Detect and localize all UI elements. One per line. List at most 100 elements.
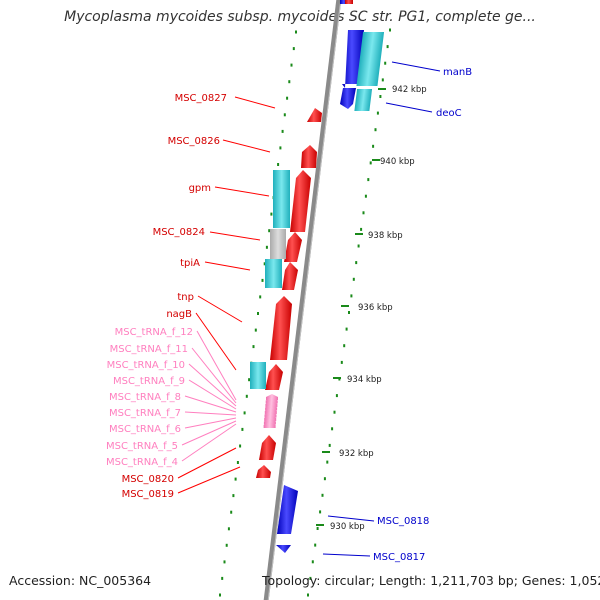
ring-tick-mark bbox=[295, 30, 297, 34]
ring-tick-mark bbox=[283, 113, 286, 117]
cds-track-tpiA bbox=[265, 259, 282, 288]
cds-track-manB bbox=[356, 32, 385, 86]
label-MSC_0817: MSC_0817 bbox=[373, 552, 425, 563]
trna-feature bbox=[263, 418, 276, 425]
ring-tick-mark bbox=[319, 510, 322, 514]
ring-tick-mark bbox=[340, 360, 343, 364]
label-MSC_0820: MSC_0820 bbox=[122, 474, 174, 485]
gene-MSC_0826-red bbox=[301, 145, 317, 168]
ring-tick-mark bbox=[248, 378, 251, 382]
ring-tick-mark bbox=[236, 461, 239, 464]
label-MSC_tRNA_f_12: MSC_tRNA_f_12 bbox=[115, 327, 193, 338]
ring-tick-mark bbox=[261, 278, 264, 282]
ring-tick-mark bbox=[219, 593, 221, 597]
ring-tick-mark bbox=[286, 96, 289, 100]
ring-tick-mark bbox=[331, 427, 334, 431]
ring-tick-mark bbox=[263, 262, 266, 266]
label-gpm: gpm bbox=[189, 183, 211, 194]
label-MSC_tRNA_f_8: MSC_tRNA_f_8 bbox=[109, 392, 181, 403]
ring-tick-mark bbox=[350, 294, 353, 298]
ring-tick-mark bbox=[288, 80, 291, 84]
ring-tick-mark bbox=[221, 576, 224, 580]
ring-tick-mark bbox=[360, 227, 363, 231]
trna-feature bbox=[266, 394, 278, 400]
ring-tick-mark bbox=[230, 510, 233, 514]
ring-tick-mark bbox=[290, 63, 293, 67]
ring-tick-mark bbox=[355, 261, 358, 265]
gene-MSC_0820-red bbox=[259, 435, 276, 460]
right-label-connectors bbox=[322, 61, 441, 557]
label-MSC_tRNA_f_11: MSC_tRNA_f_11 bbox=[110, 344, 188, 355]
ring-tick-mark bbox=[265, 245, 268, 249]
ring-tick-mark bbox=[335, 394, 338, 398]
ring-tick-mark bbox=[311, 560, 314, 564]
label-MSC_tRNA_f_6: MSC_tRNA_f_6 bbox=[109, 424, 181, 435]
ring-tick-mark bbox=[348, 311, 350, 314]
ring-tick-mark bbox=[316, 527, 319, 530]
ring-tick-mark bbox=[234, 477, 237, 481]
left-label-connectors bbox=[177, 96, 276, 494]
ring-tick-mark bbox=[352, 277, 355, 281]
ring-tick-mark bbox=[381, 78, 384, 82]
ring-tick-mark bbox=[257, 312, 259, 315]
ring-tick-mark bbox=[376, 111, 379, 115]
ring-tick-mark bbox=[321, 493, 324, 497]
gene-tpiA-red bbox=[282, 262, 298, 290]
ring-tick-mark bbox=[225, 543, 228, 547]
ring-tick-mark bbox=[389, 28, 391, 32]
label-MSC_0826: MSC_0826 bbox=[168, 136, 220, 147]
gene-feature-top-blue bbox=[340, 0, 348, 4]
label-nagB: nagB bbox=[166, 309, 192, 320]
ring-tick-mark bbox=[362, 211, 365, 215]
gene-feature-top-red bbox=[345, 0, 353, 4]
ring-tick-mark bbox=[268, 229, 271, 233]
tick-936: 936 kbp bbox=[358, 303, 393, 313]
gene-MSC_0819-red bbox=[256, 465, 271, 478]
label-MSC_0824: MSC_0824 bbox=[153, 227, 205, 238]
cds-track-MSC_0824 bbox=[270, 229, 286, 259]
ring-tick-mark bbox=[369, 161, 372, 165]
gene-MSC_0824-red bbox=[284, 232, 302, 262]
gene-gpm-red bbox=[290, 170, 311, 232]
label-MSC_0818: MSC_0818 bbox=[377, 516, 429, 527]
trna-feature bbox=[264, 408, 277, 414]
trna-feature bbox=[264, 411, 277, 418]
ring-tick-mark bbox=[279, 146, 282, 150]
ring-tick-mark bbox=[241, 427, 244, 431]
gene-nagB-red bbox=[270, 296, 292, 360]
accession-text: Accession: NC_005364 bbox=[9, 573, 152, 588]
ring-tick-mark bbox=[379, 95, 382, 98]
ring-tick-mark bbox=[372, 144, 375, 148]
ring-tick-mark bbox=[254, 328, 257, 332]
gene-MSC_0821-red bbox=[265, 364, 283, 390]
tick-938: 938 kbp bbox=[368, 231, 403, 241]
trna-feature bbox=[264, 415, 277, 421]
map-title: Mycoplasma mycoides subsp. mycoides SC s… bbox=[64, 9, 536, 25]
trna-feature bbox=[265, 397, 278, 404]
ring-tick-mark bbox=[239, 444, 242, 448]
ring-tick-mark bbox=[343, 344, 346, 348]
ring-tick-mark bbox=[374, 128, 377, 132]
cds-track-MSC_0821 bbox=[250, 362, 266, 389]
trna-cluster bbox=[263, 394, 278, 428]
tick-942: 942 kbp bbox=[392, 85, 427, 95]
ring-tick-mark bbox=[307, 593, 309, 597]
label-MSC_tRNA_f_4: MSC_tRNA_f_4 bbox=[106, 457, 178, 468]
backbone-highlight bbox=[267, 0, 342, 600]
ring-tick-mark bbox=[243, 411, 246, 415]
ring-tick-mark bbox=[277, 163, 280, 166]
tick-934: 934 kbp bbox=[347, 375, 382, 385]
gene-MSC_0818-blue bbox=[277, 485, 298, 534]
genome-backbone bbox=[263, 0, 342, 600]
trna-feature bbox=[263, 422, 276, 428]
ring-tick-mark bbox=[328, 443, 331, 447]
ring-tick-mark bbox=[270, 212, 273, 216]
left-gene-labels: MSC_0827 MSC_0826 gpm MSC_0824 tpiA tnp … bbox=[106, 93, 227, 500]
ring-tick-mark bbox=[259, 295, 262, 299]
label-MSC_tRNA_f_9: MSC_tRNA_f_9 bbox=[113, 376, 185, 387]
ring-tick-mark bbox=[345, 327, 348, 331]
tick-940: 940 kbp bbox=[380, 157, 415, 167]
ring-tick-mark bbox=[292, 47, 295, 51]
ring-tick-mark bbox=[281, 129, 284, 133]
